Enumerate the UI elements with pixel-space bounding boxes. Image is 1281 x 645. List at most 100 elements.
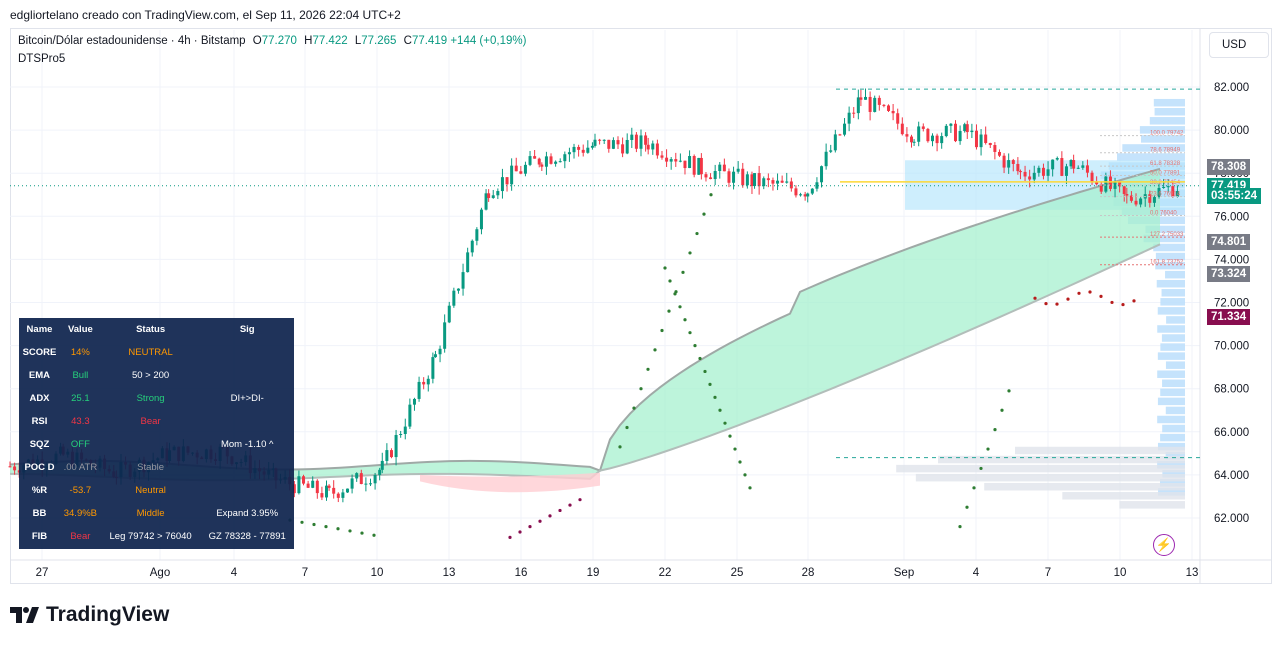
row-name: ADX bbox=[29, 393, 50, 404]
candle-body bbox=[1055, 158, 1059, 160]
candle-body bbox=[958, 131, 962, 142]
volume-profile-bar bbox=[984, 482, 1185, 491]
candle-body bbox=[540, 164, 544, 167]
candle-body bbox=[554, 161, 558, 164]
candle-body bbox=[852, 112, 856, 114]
candle-body bbox=[625, 139, 629, 154]
volume-profile-bar bbox=[1154, 107, 1185, 116]
candle-body bbox=[598, 139, 602, 141]
candle-body bbox=[856, 97, 860, 114]
x-tick-label: 16 bbox=[515, 567, 528, 579]
candle-body bbox=[315, 480, 319, 494]
signal-dot bbox=[348, 529, 352, 533]
candle-body bbox=[709, 177, 713, 180]
candle-body bbox=[820, 166, 824, 183]
candle-body bbox=[843, 123, 847, 135]
indicator-label[interactable]: DTSPro5 bbox=[18, 53, 66, 65]
candle-body bbox=[537, 158, 541, 165]
candle-body bbox=[665, 157, 669, 162]
candle-body bbox=[692, 156, 696, 175]
candle-body bbox=[900, 123, 904, 135]
signal-dot bbox=[728, 434, 732, 438]
volume-profile-bar bbox=[1119, 501, 1185, 509]
volume-profile-bar bbox=[1157, 460, 1185, 469]
row-status: NEUTRAL bbox=[128, 347, 173, 358]
row-value: Bear bbox=[70, 531, 91, 542]
candle-body bbox=[683, 160, 687, 169]
candle-body bbox=[297, 476, 301, 494]
signal-dot bbox=[1110, 300, 1114, 305]
volume-profile-bar bbox=[1157, 415, 1185, 424]
table-header-row: Name Value Status Sig bbox=[19, 318, 294, 341]
candle-body bbox=[484, 193, 488, 210]
signal-dot bbox=[678, 305, 682, 309]
tradingview-logo-icon bbox=[10, 607, 39, 623]
row-sig bbox=[200, 364, 294, 387]
bear-cloud bbox=[420, 472, 600, 493]
candle-body bbox=[380, 460, 384, 470]
symbol-title[interactable]: Bitcoin/Dólar estadounidense · 4h · Bits… bbox=[18, 35, 246, 47]
row-sig: DI+>DI- bbox=[230, 393, 264, 404]
signal-dot bbox=[528, 525, 532, 529]
fib-label: 127.2 75033 bbox=[1150, 232, 1184, 238]
row-value: -53.7 bbox=[69, 485, 92, 496]
candle-body bbox=[311, 480, 315, 488]
candle-body bbox=[1016, 163, 1020, 172]
candle-body bbox=[422, 381, 426, 385]
candle-body bbox=[651, 143, 655, 150]
row-status: Neutral bbox=[135, 485, 166, 496]
signal-dot bbox=[663, 266, 667, 270]
candle-body bbox=[364, 483, 368, 485]
volume-profile-bar bbox=[1165, 270, 1185, 279]
volume-profile-bar bbox=[915, 473, 1185, 482]
candle-body bbox=[940, 136, 944, 144]
candle-body bbox=[306, 483, 310, 488]
candle-body bbox=[704, 174, 708, 178]
signal-dot bbox=[1007, 389, 1011, 393]
signal-dot bbox=[702, 212, 706, 216]
row-value: 14% bbox=[70, 347, 90, 358]
candle-body bbox=[753, 173, 757, 187]
change-value: +144 (+0,19%) bbox=[450, 35, 527, 47]
candle-body bbox=[1129, 195, 1133, 201]
candle-body bbox=[456, 288, 460, 291]
row-name: POC D bbox=[24, 462, 55, 473]
fib-label: 61.8 78328 bbox=[1150, 161, 1181, 167]
high-value: 77.422 bbox=[312, 35, 348, 47]
row-name: %R bbox=[31, 485, 48, 496]
candle-body bbox=[558, 161, 562, 163]
row-name: SQZ bbox=[29, 439, 50, 450]
signal-dot bbox=[965, 505, 969, 509]
x-tick-label: 10 bbox=[371, 567, 384, 579]
row-sig bbox=[200, 456, 294, 479]
volume-profile-bar bbox=[938, 455, 1185, 464]
candle-body bbox=[373, 474, 377, 484]
row-name: EMA bbox=[28, 370, 51, 381]
candle-body bbox=[602, 139, 606, 141]
candle-body bbox=[607, 139, 611, 149]
candle-body bbox=[921, 126, 925, 129]
candle-body bbox=[491, 195, 495, 198]
tradingview-logo[interactable]: TradingView bbox=[10, 603, 169, 627]
currency-button[interactable]: USD bbox=[1209, 32, 1269, 58]
candle-body bbox=[1085, 165, 1089, 173]
candle-body bbox=[762, 178, 766, 187]
volume-profile-bar bbox=[1161, 334, 1185, 342]
signal-dot bbox=[1044, 302, 1048, 306]
volume-profile-bar bbox=[1157, 442, 1185, 451]
candle-body bbox=[736, 168, 740, 172]
candle-body bbox=[935, 135, 939, 144]
fib-label: 161.8 73752 bbox=[1150, 260, 1184, 266]
volume-profile-bar bbox=[1165, 361, 1185, 369]
signal-dot bbox=[508, 535, 512, 539]
candle-body bbox=[1041, 167, 1045, 176]
signal-dot bbox=[713, 395, 717, 399]
row-name: FIB bbox=[31, 531, 48, 542]
candle-body bbox=[722, 164, 726, 172]
candle-body bbox=[859, 97, 863, 100]
candle-body bbox=[1037, 167, 1041, 173]
candle-body bbox=[766, 178, 770, 181]
signal-dot bbox=[660, 328, 664, 333]
lightning-icon[interactable]: ⚡ bbox=[1153, 534, 1175, 556]
table-row: FIB Bear Leg 79742 > 76040 GZ 78328 - 77891 bbox=[19, 525, 294, 548]
